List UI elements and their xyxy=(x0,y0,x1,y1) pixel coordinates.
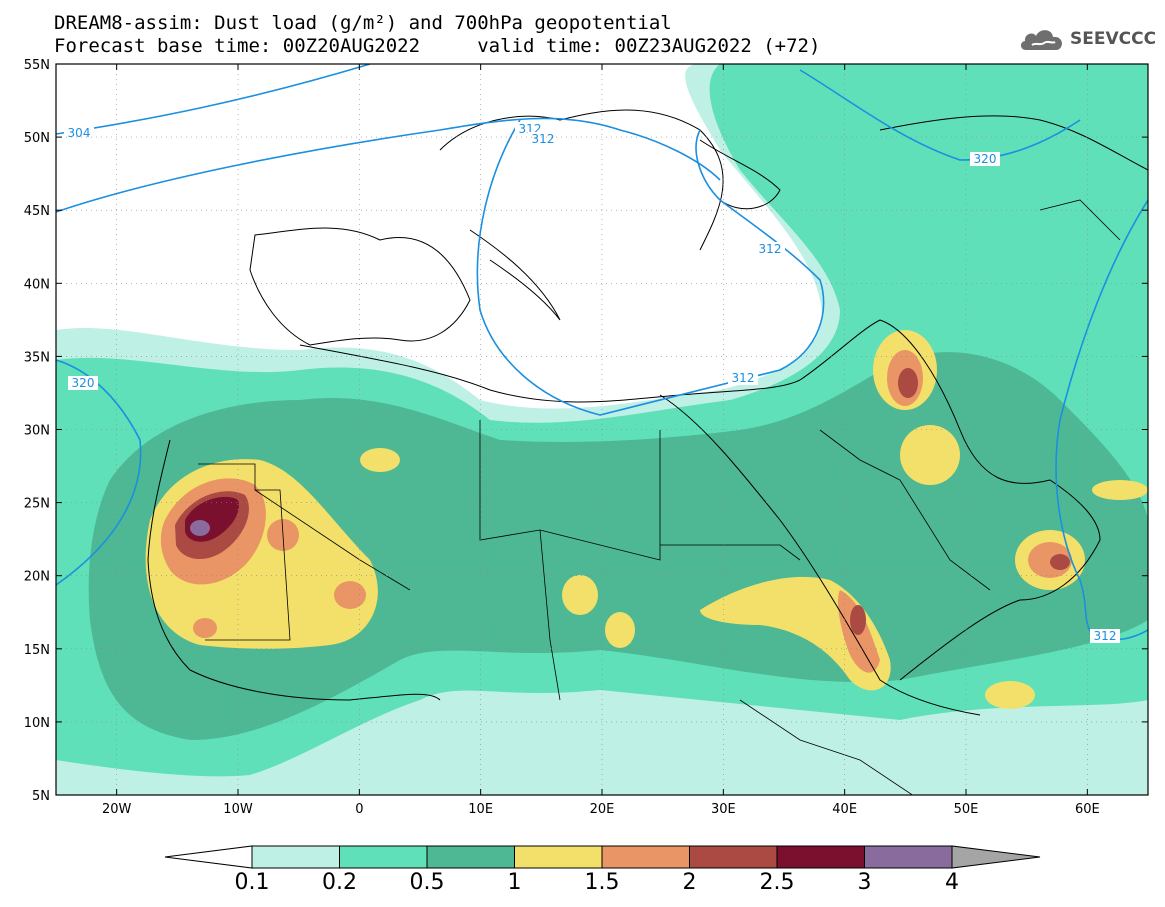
contour-label-320-b: 320 xyxy=(72,376,95,390)
lat-tick-label: 50N xyxy=(24,131,50,146)
lon-tick-label: 60E xyxy=(1075,802,1100,817)
lon-tick-label: 10W xyxy=(223,802,253,817)
colorbar-segment xyxy=(601,845,690,869)
colorbar-label: 1.5 xyxy=(585,870,620,895)
colorbar-label: 4 xyxy=(945,870,959,895)
lon-tick-label: 20E xyxy=(590,802,615,817)
logo-text: SEEVCCC xyxy=(1070,29,1157,49)
colorbar: 0.1 0.2 0.5 1 1.5 2 2.5 3 4 xyxy=(164,845,1041,895)
colorbar-segment xyxy=(339,845,428,869)
lat-tick-label: 20N xyxy=(24,570,50,585)
colorbar-segment xyxy=(864,845,953,869)
colorbar-label: 0.5 xyxy=(410,870,445,895)
lon-tick-label: 20W xyxy=(102,802,132,817)
coastlines xyxy=(147,109,1148,716)
lon-tick-label: 50E xyxy=(954,802,979,817)
lat-tick-label: 5N xyxy=(32,789,50,804)
map-title-line2: Forecast base time: 00Z20AUG2022 valid t… xyxy=(54,35,821,57)
contour-label-312-b: 312 xyxy=(532,132,555,146)
contour-label-312-c: 312 xyxy=(759,242,782,256)
gridlines xyxy=(56,64,1148,795)
colorbar-label: 2 xyxy=(683,870,697,895)
contour-label-304: 304 xyxy=(68,126,91,140)
colorbar-segment xyxy=(514,845,603,869)
colorbar-label: 0.1 xyxy=(235,870,270,895)
lat-tick-label: 35N xyxy=(24,350,50,365)
contour-label-320-a: 320 xyxy=(974,152,997,166)
colorbar-label: 3 xyxy=(858,870,872,895)
colorbar-under-triangle xyxy=(164,845,253,869)
colorbar-segment xyxy=(689,845,778,869)
lat-tick-label: 25N xyxy=(24,497,50,512)
contour-label-312-d: 312 xyxy=(732,371,755,385)
contour-320-north xyxy=(799,69,1081,161)
lat-tick-label: 45N xyxy=(24,204,50,219)
colorbar-segment xyxy=(251,845,340,869)
lon-tick-label: 0 xyxy=(355,802,363,817)
contour-labels: 304 312 312 312 312 312 320 320 xyxy=(64,122,1120,643)
colorbar-over-triangle xyxy=(951,845,1041,869)
lat-tick-label: 30N xyxy=(24,424,50,439)
latitude-axis: 55N 50N 45N 40N 35N 30N 25N 20N 15N 10N 5N xyxy=(24,58,1148,804)
lat-tick-label: 10N xyxy=(24,716,50,731)
colorbar-label: 2.5 xyxy=(760,870,795,895)
seevccc-logo: SEEVCCC xyxy=(1018,26,1156,52)
longitude-axis: 20W 10W 0 10E 20E 30E 40E 50E 60E xyxy=(102,64,1100,817)
dust-level-3 xyxy=(190,520,210,536)
colorbar-label: 1 xyxy=(508,870,522,895)
colorbar-label: 0.2 xyxy=(322,870,357,895)
dust-field: 304 312 312 312 312 312 320 320 xyxy=(56,64,1148,795)
lat-tick-label: 55N xyxy=(24,58,50,73)
lon-tick-label: 40E xyxy=(832,802,857,817)
colorbar-segment xyxy=(426,845,515,869)
lat-tick-label: 40N xyxy=(24,277,50,292)
country-borders xyxy=(198,199,1121,795)
colorbar-segment xyxy=(776,845,865,869)
contour-312-west xyxy=(56,117,721,213)
map-title-line1: DREAM8-assim: Dust load (g/m²) and 700hP… xyxy=(54,12,672,34)
contour-label-312-e: 312 xyxy=(1094,629,1117,643)
lon-tick-label: 30E xyxy=(711,802,736,817)
cloud-icon xyxy=(1020,30,1063,50)
lon-tick-label: 10E xyxy=(468,802,493,817)
lat-tick-label: 15N xyxy=(24,643,50,658)
